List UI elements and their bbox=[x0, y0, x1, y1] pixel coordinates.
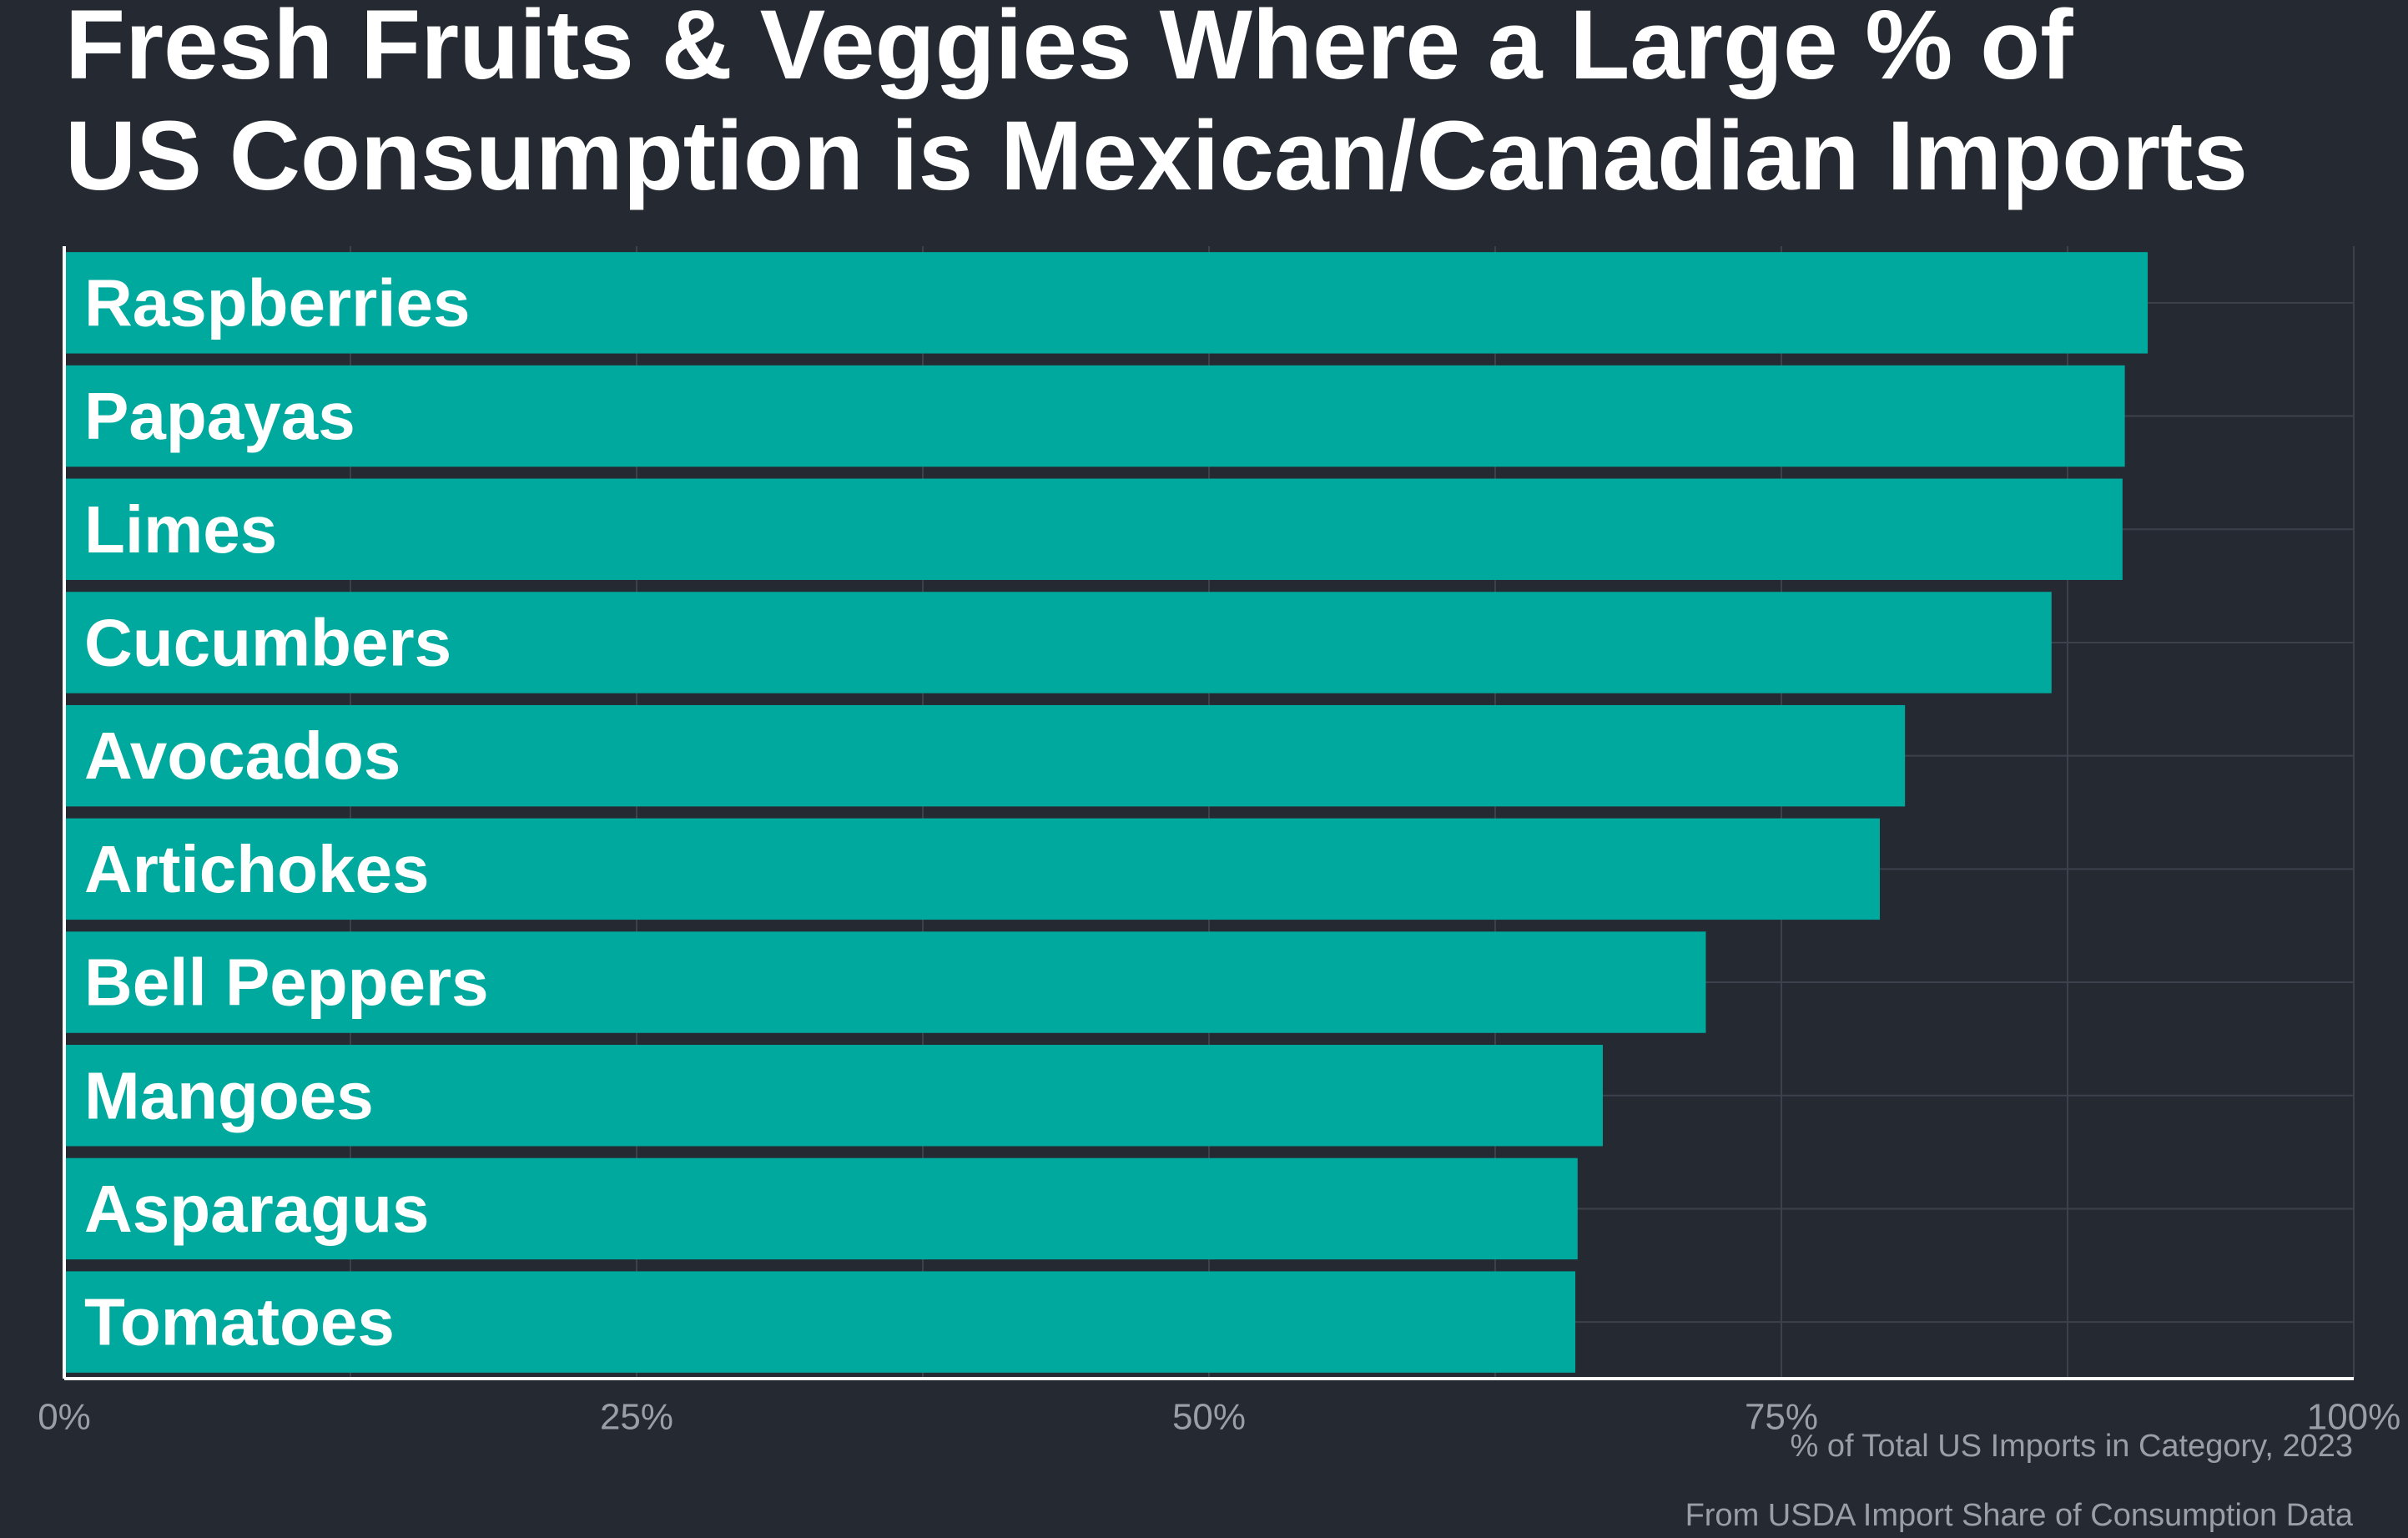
bar-label: Limes bbox=[84, 492, 277, 567]
bar-label: Artichokes bbox=[84, 832, 429, 906]
x-axis-label: % of Total US Imports in Category, 2023 bbox=[1790, 1429, 2353, 1464]
source-caption: From USDA Import Share of Consumption Da… bbox=[1685, 1498, 2353, 1533]
bar-cucumbers bbox=[64, 592, 2052, 693]
bar-label: Cucumbers bbox=[84, 605, 451, 679]
bar-tomatoes bbox=[64, 1271, 1576, 1373]
x-tick-label: 75% bbox=[1745, 1397, 1818, 1438]
chart-title-line-1: Fresh Fruits & Veggies Where a Large % o… bbox=[65, 0, 2073, 100]
bar-label: Raspberries bbox=[84, 265, 470, 340]
bar-label: Asparagus bbox=[84, 1172, 429, 1246]
bar-artichokes bbox=[64, 818, 1880, 920]
bar-limes bbox=[64, 478, 2123, 580]
bar-papayas bbox=[64, 365, 2125, 467]
bar-label: Avocados bbox=[84, 719, 400, 793]
x-tick-label: 100% bbox=[2307, 1397, 2401, 1438]
chart-title: Fresh Fruits & Veggies Where a Large % o… bbox=[65, 0, 2385, 212]
bar-asparagus bbox=[64, 1157, 1578, 1260]
bar-label: Mangoes bbox=[84, 1058, 374, 1132]
x-tick-label: 0% bbox=[38, 1397, 91, 1438]
bar-raspberries bbox=[64, 252, 2149, 354]
bar-mangoes bbox=[64, 1045, 1603, 1147]
bar-label: Bell Peppers bbox=[84, 945, 489, 1020]
bar-avocados bbox=[64, 704, 1906, 807]
bar-bell-peppers bbox=[64, 931, 1706, 1033]
bar-label: Tomatoes bbox=[84, 1285, 395, 1359]
bar-label: Papayas bbox=[84, 379, 355, 453]
chart-title-line-2: US Consumption is Mexican/Canadian Impor… bbox=[65, 101, 2249, 211]
x-tick-label: 50% bbox=[1172, 1397, 1246, 1438]
x-tick-label: 25% bbox=[600, 1397, 673, 1438]
